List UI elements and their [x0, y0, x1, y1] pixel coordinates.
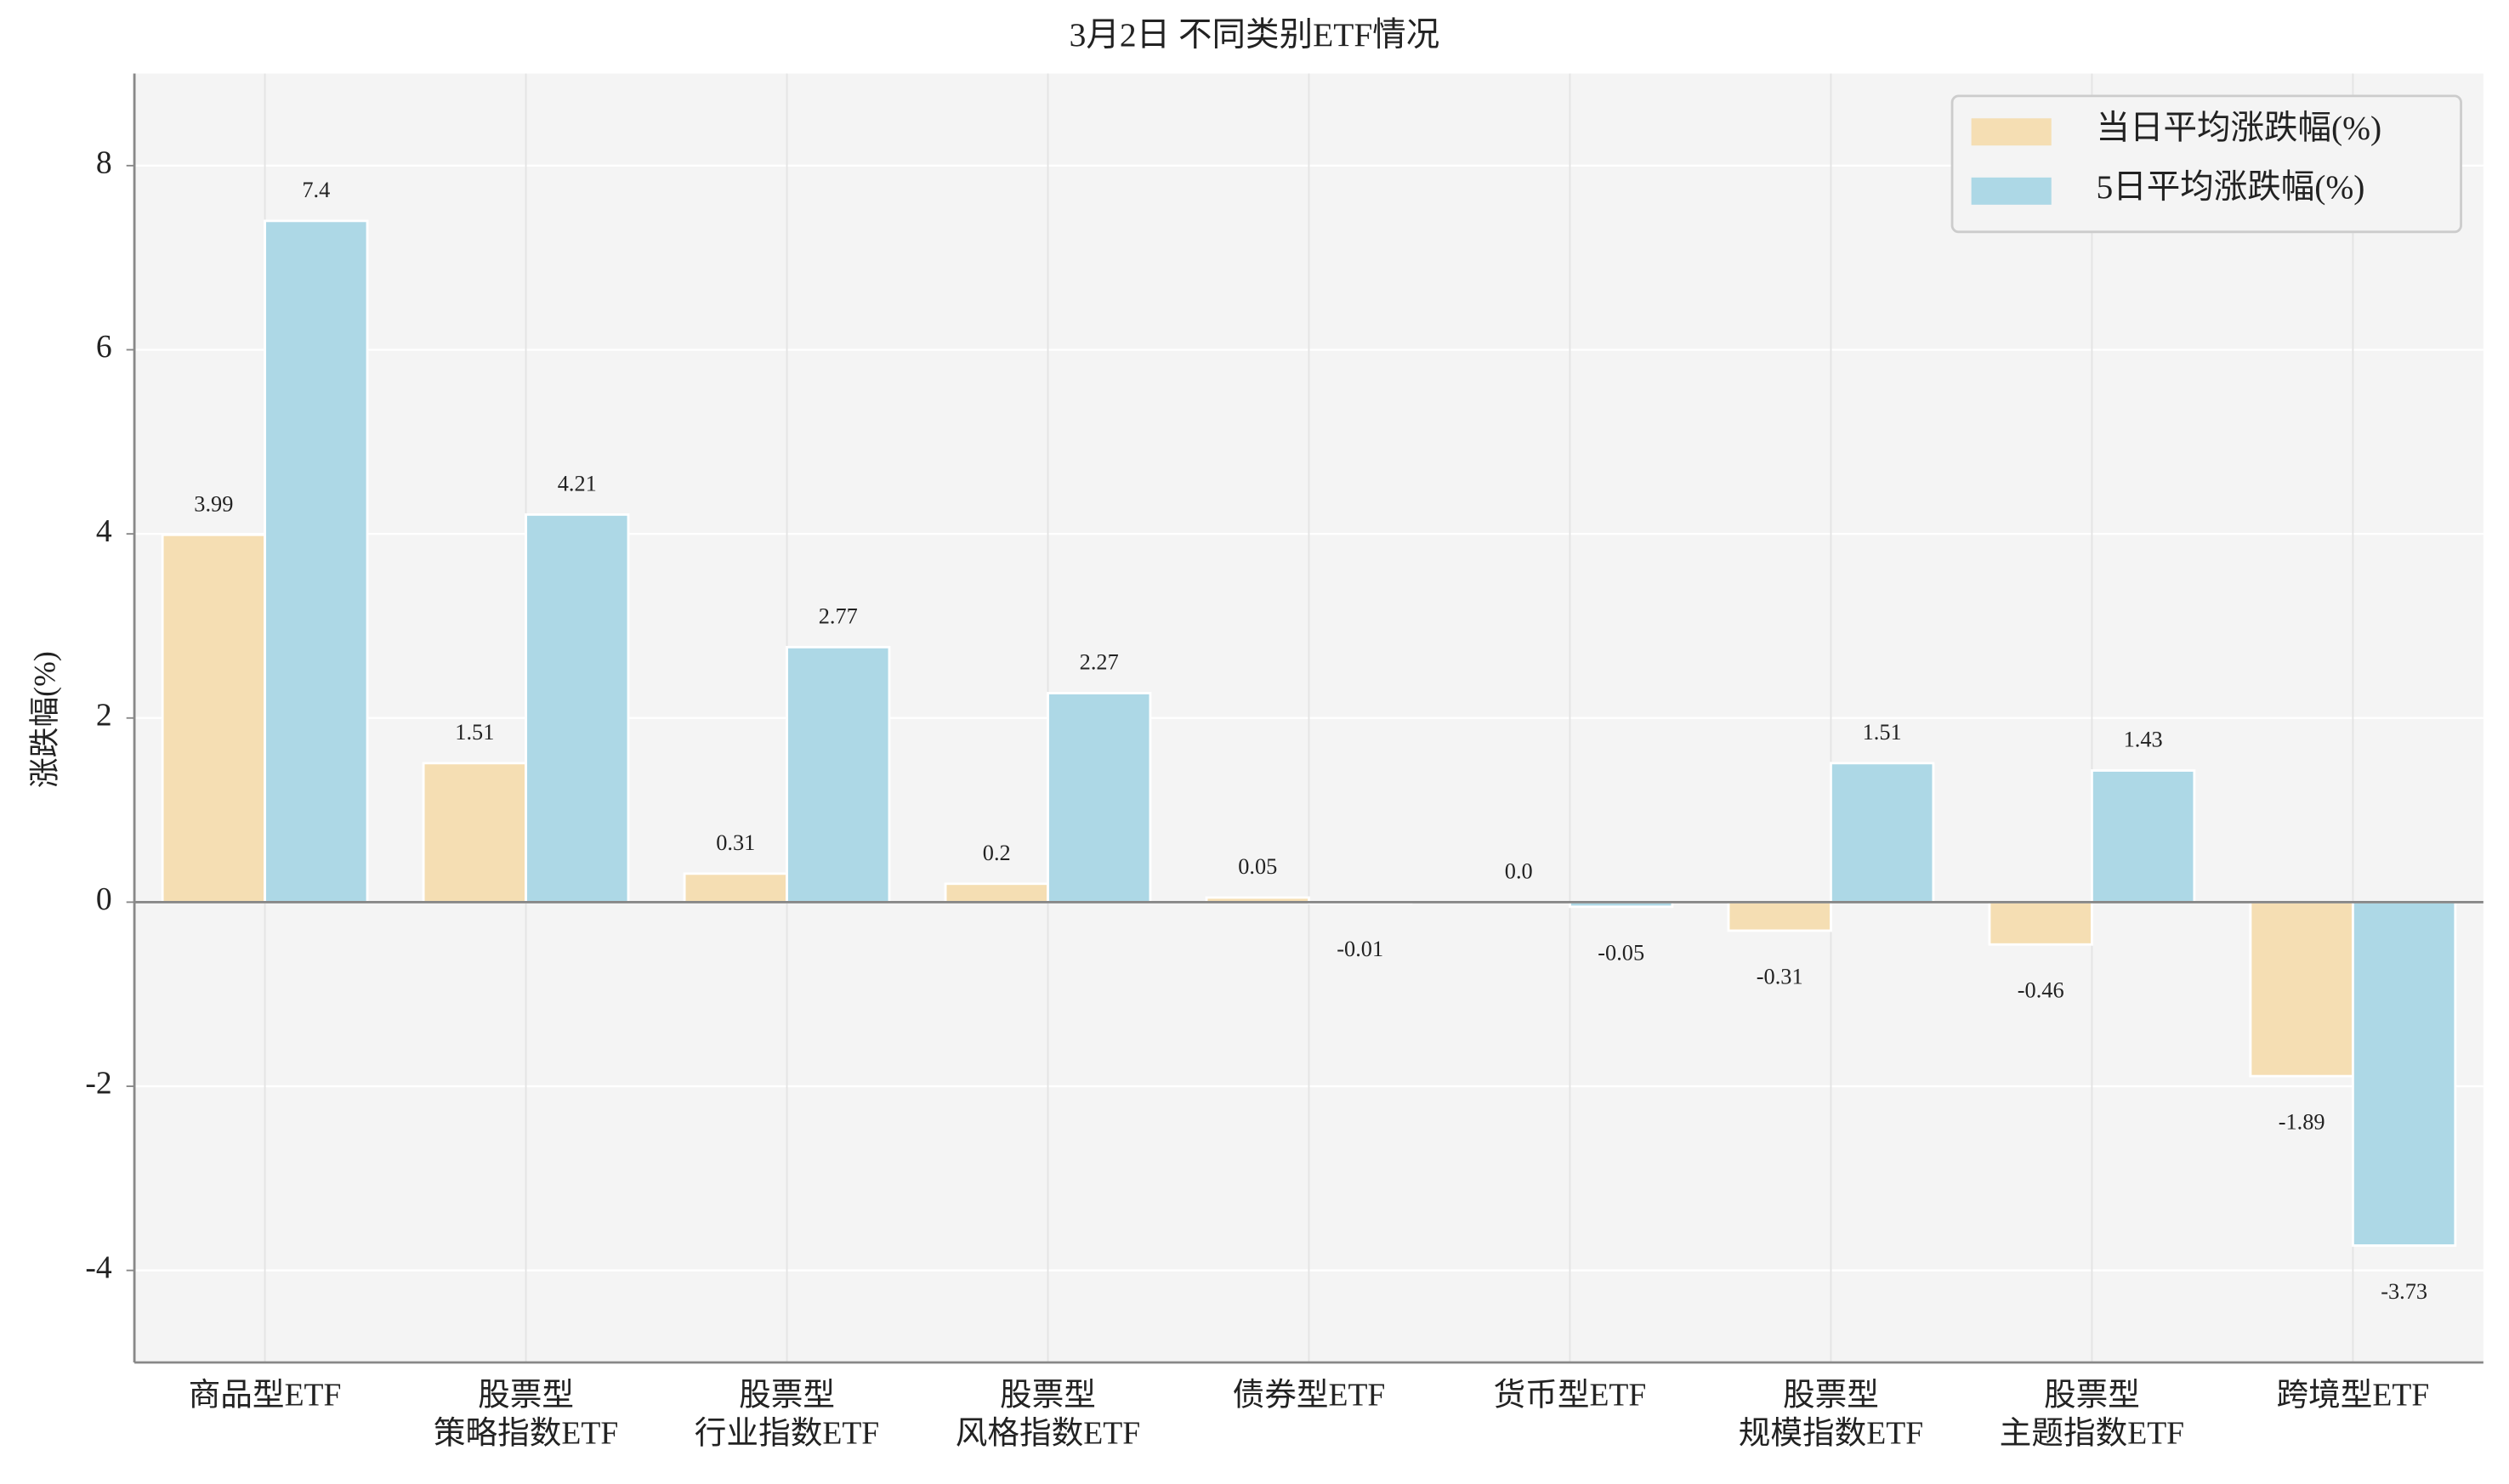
legend-swatch — [1971, 177, 2052, 205]
value-label: -0.01 — [1337, 937, 1383, 961]
x-tick-label: 股票型风格指数ETF — [956, 1377, 1140, 1451]
x-tick-label: 股票型规模指数ETF — [1739, 1377, 1923, 1451]
y-tick-label: -2 — [85, 1066, 111, 1102]
value-label: -3.73 — [2381, 1279, 2427, 1304]
legend-box — [1950, 94, 2462, 234]
y-tick-label: -4 — [85, 1249, 112, 1285]
legend-swatch — [1971, 118, 2052, 146]
bar — [422, 762, 527, 903]
value-label: 2.77 — [819, 604, 858, 629]
value-label: 0.31 — [716, 830, 755, 855]
y-axis-label: 涨跌幅(%) — [28, 651, 62, 788]
value-label: 0.2 — [983, 841, 1011, 865]
legend-label: 5日平均涨跌幅(%) — [2096, 168, 2364, 206]
y-tick-label: 6 — [96, 329, 112, 365]
value-label: 0.05 — [1238, 854, 1277, 879]
value-label: 3.99 — [194, 491, 233, 516]
x-tick-label: 货币型ETF — [1494, 1377, 1647, 1413]
bar — [525, 513, 630, 903]
bar — [1727, 901, 1832, 932]
y-tick-label: 2 — [96, 697, 112, 733]
x-tick-label: 股票型主题指数ETF — [2000, 1377, 2184, 1451]
y-tick-label: 8 — [96, 145, 112, 181]
value-label: 1.51 — [455, 720, 494, 745]
x-tick-label: 股票型行业指数ETF — [695, 1377, 879, 1451]
x-tick-label: 商品型ETF — [189, 1377, 342, 1413]
bar — [2249, 901, 2354, 1078]
bar — [944, 882, 1049, 903]
bar — [161, 533, 266, 903]
value-label: 1.43 — [2124, 728, 2163, 752]
y-tick-label: 0 — [96, 881, 112, 917]
value-label: -0.31 — [1757, 964, 1803, 988]
value-label: -0.46 — [2018, 978, 2064, 1003]
x-tick-label: 跨境型ETF — [2276, 1377, 2429, 1413]
value-label: 4.21 — [558, 472, 597, 496]
bar — [1047, 692, 1152, 903]
bar — [2351, 901, 2457, 1247]
y-tick-label: 4 — [96, 513, 112, 549]
legend-label: 当日平均涨跌幅(%) — [2096, 109, 2381, 146]
bar — [786, 645, 891, 903]
bar — [1988, 901, 2093, 946]
value-label: 7.4 — [302, 178, 330, 202]
bar — [264, 219, 369, 903]
value-label: 2.27 — [1080, 650, 1119, 675]
value-label: 1.51 — [1863, 720, 1902, 745]
bar — [1830, 762, 1935, 903]
bar — [683, 872, 788, 903]
chart-title: 3月2日 不同类别ETF情况 — [1070, 16, 1440, 54]
value-label: 0.0 — [1505, 859, 1533, 884]
value-label: -1.89 — [2279, 1110, 2325, 1135]
x-tick-label: 债券型ETF — [1233, 1377, 1386, 1413]
x-tick-label: 股票型策略指数ETF — [434, 1377, 618, 1451]
value-label: -0.05 — [1598, 940, 1644, 965]
bar — [2091, 769, 2196, 903]
